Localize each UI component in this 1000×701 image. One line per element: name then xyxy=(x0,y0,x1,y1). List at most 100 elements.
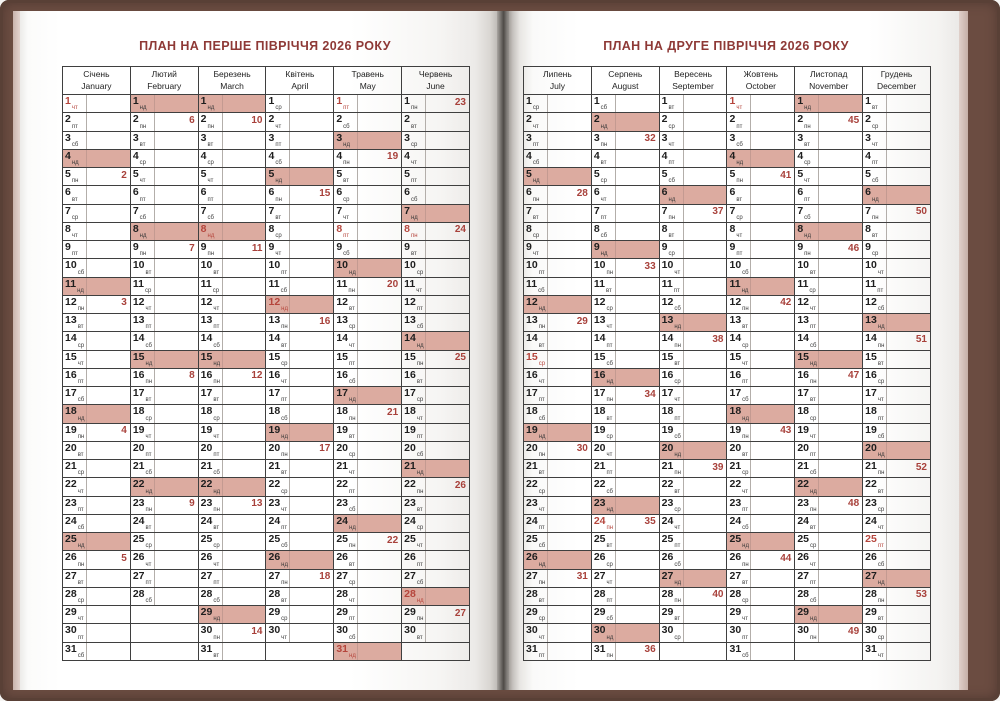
day-number: 26 xyxy=(661,551,674,564)
day-label: 30 вт xyxy=(404,625,423,641)
day-number: 4 xyxy=(729,149,736,162)
day-cell: 13 пт xyxy=(130,313,198,332)
day-note-divider xyxy=(289,514,291,532)
month-column: Листопад November 1 нд 2 пн 45 3 вт 4 ср 5 чт 6 пт 7 сб 8… xyxy=(794,67,863,660)
day-number: 7 xyxy=(268,204,275,217)
day-note-divider xyxy=(153,95,155,113)
day-number: 22 xyxy=(797,478,809,491)
day-label: 18 чт xyxy=(404,406,423,422)
day-label: 27 нд xyxy=(865,570,885,586)
day-cell: 1 чт xyxy=(63,94,130,113)
weekday-label: пн xyxy=(810,379,817,385)
day-note-divider xyxy=(86,222,87,240)
day-label: 28 пн xyxy=(662,588,681,604)
day-number: 14 xyxy=(336,332,348,345)
day-label: 14 ср xyxy=(729,333,748,349)
day-number: 3 xyxy=(661,131,668,144)
weekday-label: чт xyxy=(532,123,539,130)
month-header: Грудень December xyxy=(863,67,930,94)
weekday-label: вт xyxy=(538,342,545,349)
weekday-label: пт xyxy=(77,506,84,513)
day-note-divider xyxy=(750,514,752,532)
weekday-label: нд xyxy=(606,379,614,385)
day-note-divider xyxy=(547,241,548,259)
weekday-label: пн xyxy=(877,342,885,349)
day-label: 18 сб xyxy=(268,406,287,422)
weekday-label: сб xyxy=(877,433,885,440)
month-name-en: July xyxy=(549,80,565,91)
week-number: 46 xyxy=(848,242,860,254)
day-cell: 1 вт xyxy=(659,94,727,113)
day-label: 4 нд xyxy=(65,150,79,166)
day-cell: 5 пн 41 xyxy=(727,167,795,186)
day-number: 7 xyxy=(797,204,804,217)
week-number: 4 xyxy=(121,425,127,436)
day-number: 17 xyxy=(526,387,538,399)
day-cell: 23 вт xyxy=(402,495,469,514)
day-cell: 6 нд xyxy=(863,185,930,204)
day-label: 20 чт xyxy=(594,442,613,458)
day-label: 14 пн xyxy=(865,333,885,349)
day-label: 11 ср xyxy=(133,278,151,294)
day-label: 15 нд xyxy=(201,351,221,367)
day-label: 1 вт xyxy=(865,95,878,111)
day-label: 26 ср xyxy=(594,552,613,568)
day-label: 29 ср xyxy=(268,606,287,622)
day-label: 5 чт xyxy=(797,168,810,184)
day-label: 25 сб xyxy=(268,533,287,549)
week-number: 29 xyxy=(576,315,588,327)
day-number: 23 xyxy=(729,496,742,509)
day-number: 9 xyxy=(404,241,410,253)
day-cell: 15 нд xyxy=(795,349,863,368)
day-cell: 18 нд xyxy=(727,404,795,423)
day-number: 29 xyxy=(404,606,416,618)
day-number: 3 xyxy=(65,131,71,144)
day-cell: 30 вт xyxy=(402,623,469,642)
day-label: 18 пт xyxy=(865,406,884,422)
day-note-divider xyxy=(614,295,616,313)
day-cell: 15 пт xyxy=(334,349,402,368)
weekday-label: пт xyxy=(674,543,681,550)
day-note-divider xyxy=(818,241,820,259)
day-note-divider xyxy=(289,387,291,405)
day-note-divider xyxy=(682,533,684,551)
weekday-label: чт xyxy=(343,214,350,221)
day-label: 19 пт xyxy=(404,424,423,440)
day-cell: 8 вт xyxy=(659,221,727,240)
day-note-divider xyxy=(682,387,684,405)
day-number: 28 xyxy=(865,587,877,600)
day-number: 28 xyxy=(268,587,281,600)
weekday-label: чт xyxy=(213,306,220,312)
week-number: 43 xyxy=(780,425,792,436)
weekday-label: вт xyxy=(736,196,743,203)
day-note-divider xyxy=(547,405,548,423)
day-cell: 13 сб xyxy=(402,313,469,332)
month-name-en: February xyxy=(147,80,182,91)
weekday-label: чт xyxy=(71,233,78,239)
day-cell: 27 пт xyxy=(198,568,266,587)
month-header: Вересень September xyxy=(660,67,727,94)
day-label: 19 пн xyxy=(729,424,748,440)
day-cell: 16 ср xyxy=(659,367,727,386)
day-number: 12 xyxy=(404,295,416,308)
day-number: 22 xyxy=(661,478,674,491)
day-label: 23 пн xyxy=(201,497,220,513)
day-cell: 29 ср xyxy=(524,605,591,624)
day-label: 8 пн xyxy=(404,223,417,239)
day-label: 10 ср xyxy=(404,260,423,276)
day-label: 1 нд xyxy=(201,95,215,111)
day-cell: 7 вт xyxy=(524,203,591,222)
day-cell: 29 чт xyxy=(63,605,130,624)
day-note-divider xyxy=(221,551,223,569)
day-note-divider xyxy=(886,350,888,368)
day-number: 28 xyxy=(336,587,348,600)
day-note-divider xyxy=(886,460,888,478)
day-number: 11 xyxy=(268,277,280,290)
day-number: 16 xyxy=(526,368,538,381)
day-label: 26 сб xyxy=(661,551,681,568)
weekday-label: нд xyxy=(281,433,288,440)
week-number: 31 xyxy=(576,571,588,582)
day-label: 27 нд xyxy=(662,570,682,586)
weekday-label: пн xyxy=(877,598,885,604)
day-cell: 29 сб xyxy=(591,605,659,624)
